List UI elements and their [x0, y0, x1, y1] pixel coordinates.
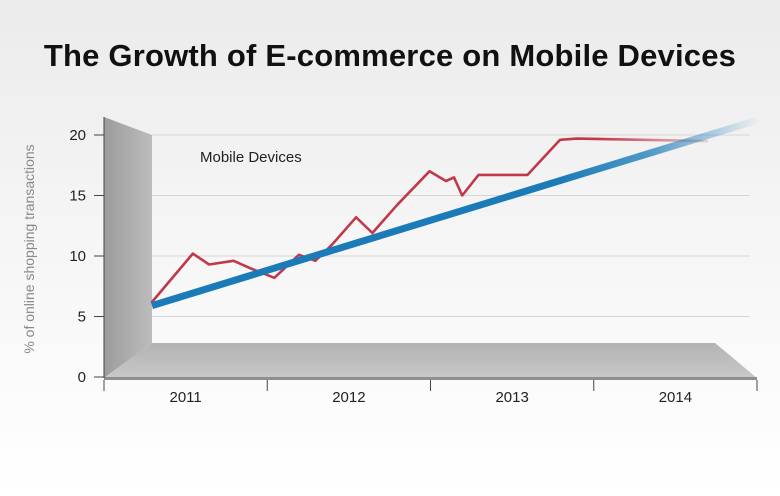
x-tick-label-2014: 2014 [659, 389, 692, 406]
chart-title: The Growth of E-commerce on Mobile Devic… [43, 38, 737, 73]
y-tick-label-10: 10 [69, 248, 86, 265]
series-line-trend [150, 114, 766, 309]
y-axis-label: % of online shopping transactions [21, 144, 37, 353]
x-tick-label-2012: 2012 [332, 389, 365, 406]
series-line-mobile-devices [150, 137, 709, 304]
chart-back-wall [104, 117, 152, 378]
legend-entry-mobile-devices: Mobile Devices [200, 149, 302, 166]
y-tick-label-15: 15 [69, 188, 86, 205]
y-tick-label-5: 5 [78, 309, 86, 326]
chart-floor-edge [104, 377, 757, 380]
x-tick-label-2013: 2013 [495, 389, 528, 406]
chart-floor [104, 343, 757, 378]
y-tick-label-0: 0 [78, 369, 86, 386]
x-tick-label-2011: 2011 [169, 389, 201, 406]
y-tick-label-20: 20 [69, 127, 86, 144]
